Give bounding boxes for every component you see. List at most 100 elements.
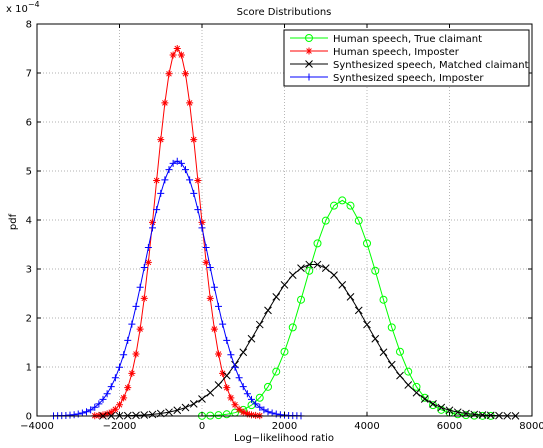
x-tick-label: 6000: [437, 421, 462, 432]
data-point-marker: [202, 258, 210, 266]
data-point-marker: [371, 334, 380, 343]
data-point-marker: [153, 176, 161, 184]
data-point-marker: [206, 263, 214, 271]
data-point-marker: [144, 258, 152, 266]
data-point-marker: [478, 411, 487, 419]
data-point-marker: [132, 350, 140, 358]
data-point-marker: [248, 395, 255, 403]
data-point-marker: [116, 401, 123, 409]
data-point-marker: [288, 271, 297, 279]
y-tick-label: 3: [26, 265, 32, 276]
legend-marker: [305, 60, 313, 68]
data-point-marker: [338, 281, 347, 289]
legend-label: Synthesized speech, Imposter: [333, 73, 484, 84]
legend-entry: Human speech, True claimant: [290, 34, 482, 45]
data-point-marker: [255, 320, 264, 329]
data-point-marker: [153, 206, 161, 214]
data-point-marker: [70, 411, 78, 419]
data-point-marker: [190, 136, 198, 144]
y-exponent-power: −4: [28, 0, 40, 9]
data-point-marker: [330, 201, 338, 210]
data-point-marker: [149, 218, 156, 226]
data-point-marker: [128, 320, 136, 328]
series-0: [198, 196, 495, 420]
data-point-marker: [247, 334, 256, 343]
data-point-marker: [103, 410, 111, 418]
data-point-marker: [132, 302, 140, 310]
data-point-marker: [453, 408, 462, 417]
data-point-marker: [120, 394, 128, 402]
data-point-marker: [223, 384, 231, 392]
data-point-marker: [198, 395, 206, 403]
data-point-marker: [222, 410, 231, 419]
legend-marker: [305, 34, 313, 42]
legend-sample-synth-imposter: [290, 73, 328, 81]
data-point-marker: [305, 266, 314, 275]
data-point-marker: [120, 351, 128, 359]
legend-label: Human speech, Imposter: [333, 47, 460, 58]
data-point-marker: [202, 243, 210, 251]
data-point-marker: [363, 320, 371, 329]
data-point-marker: [420, 395, 429, 403]
data-point-marker: [321, 216, 330, 225]
data-point-marker: [243, 390, 251, 398]
y-axis-label: pdf: [8, 213, 19, 230]
legend-marker: [305, 47, 313, 55]
data-point-marker: [371, 266, 380, 275]
data-point-marker: [177, 159, 185, 167]
data-point-marker: [182, 70, 189, 78]
data-point-marker: [470, 410, 479, 419]
data-point-marker: [248, 411, 255, 419]
data-point-marker: [206, 388, 215, 397]
data-point-marker: [222, 371, 231, 380]
data-point-marker: [445, 406, 454, 415]
data-point-marker: [363, 239, 371, 248]
data-point-marker: [140, 263, 148, 271]
data-point-marker: [181, 403, 190, 412]
data-point-marker: [396, 347, 404, 356]
legend-marker: [305, 73, 313, 81]
data-point-marker: [239, 348, 248, 357]
legend-sample-true-claimant: [290, 34, 328, 42]
chart-title: Score Distributions: [237, 7, 332, 18]
data-point-marker: [194, 176, 202, 184]
legend-entry: Synthesized speech, Matched claimant: [290, 60, 529, 71]
data-point-marker: [280, 281, 289, 289]
series-3: [50, 157, 305, 420]
x-tick-label: 2000: [272, 421, 297, 432]
x-tick-label: 4000: [354, 421, 379, 432]
legend-sample-human-imposter: [290, 47, 328, 55]
data-point-marker: [91, 403, 99, 411]
data-point-marker: [235, 374, 243, 382]
data-point-marker: [404, 367, 413, 376]
data-point-marker: [354, 216, 363, 225]
data-point-marker: [338, 196, 347, 205]
data-point-marker: [111, 405, 119, 413]
axis-ticks: −4000 −2000 0 2000 4000 6000 8000 0 1 2 3 4 5 6 7 8: [20, 20, 543, 433]
data-point-marker: [396, 371, 404, 380]
data-point-marker: [99, 395, 107, 403]
data-point-marker: [215, 350, 222, 358]
data-point-marker: [157, 136, 165, 144]
data-point-marker: [210, 283, 218, 291]
data-point-marker: [272, 293, 281, 301]
y-tick-label: 5: [26, 167, 32, 178]
data-point-marker: [227, 394, 235, 402]
y-tick-label: 2: [26, 314, 32, 325]
data-point-marker: [107, 383, 115, 391]
data-point-marker: [260, 406, 268, 414]
data-point-marker: [132, 411, 140, 420]
y-tick-label: 8: [26, 20, 32, 31]
data-point-marker: [83, 408, 90, 416]
y-tick-label: 0: [26, 412, 32, 423]
data-point-marker: [215, 302, 222, 310]
data-point-marker: [313, 239, 322, 248]
data-point-marker: [186, 99, 194, 107]
data-point-marker: [116, 363, 123, 371]
data-point-marker: [354, 306, 363, 315]
y-tick-label: 1: [26, 363, 32, 374]
data-point-marker: [144, 243, 152, 251]
data-point-marker: [256, 403, 264, 411]
data-point-marker: [330, 271, 338, 279]
